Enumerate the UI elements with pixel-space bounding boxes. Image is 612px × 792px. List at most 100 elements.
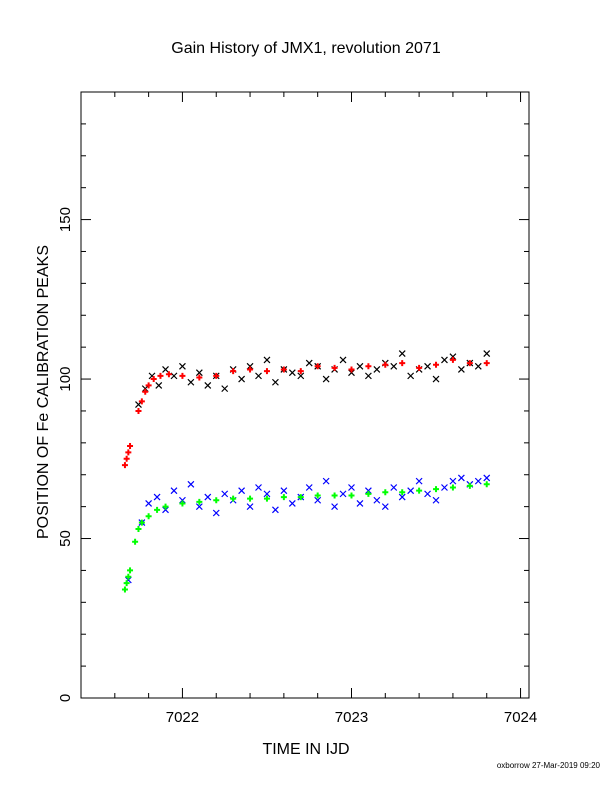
data-point <box>142 388 149 395</box>
data-point <box>415 477 423 485</box>
data-point <box>398 493 406 501</box>
data-point <box>449 477 457 485</box>
data-point <box>127 567 134 574</box>
data-point <box>127 443 134 450</box>
data-point <box>154 506 161 513</box>
data-point <box>138 519 145 526</box>
data-point <box>157 372 164 379</box>
data-point <box>348 369 355 377</box>
data-point <box>449 356 456 363</box>
data-point <box>221 490 229 498</box>
data-point <box>247 366 254 373</box>
data-point <box>162 503 169 510</box>
data-point <box>305 484 313 491</box>
data-series <box>121 350 491 593</box>
data-point <box>356 500 364 507</box>
x-tick-label: 7024 <box>504 709 537 726</box>
data-point <box>331 492 338 499</box>
data-point <box>123 455 130 462</box>
data-point <box>365 490 372 497</box>
data-point <box>390 362 398 370</box>
data-point <box>135 407 142 414</box>
data-point <box>433 361 440 368</box>
x-tick-label: 7023 <box>335 709 368 726</box>
data-point <box>280 366 287 373</box>
y-axis: 0 50 100 150 <box>57 91 529 702</box>
data-point <box>364 372 372 380</box>
y-tick-label: 50 <box>57 530 74 547</box>
data-point <box>280 487 288 495</box>
data-point <box>348 366 355 373</box>
data-point <box>474 477 482 485</box>
data-point <box>441 484 448 491</box>
data-point <box>230 495 237 502</box>
data-point <box>179 372 186 379</box>
data-point <box>162 366 169 373</box>
data-point <box>135 525 142 532</box>
data-point <box>424 362 431 370</box>
data-point <box>196 374 203 381</box>
data-point <box>153 493 161 501</box>
data-point <box>263 356 271 364</box>
data-point <box>416 487 423 494</box>
data-point <box>213 497 220 504</box>
data-point <box>125 449 132 456</box>
data-point <box>483 481 490 488</box>
data-point <box>314 363 321 370</box>
data-point <box>255 372 262 380</box>
data-point <box>170 487 178 495</box>
data-point <box>297 494 304 501</box>
data-point <box>424 490 431 498</box>
data-point <box>441 356 448 364</box>
data-point <box>483 474 491 482</box>
data-point <box>179 500 186 507</box>
data-point <box>195 369 203 377</box>
data-point <box>348 484 355 491</box>
data-point <box>314 492 321 499</box>
data-point <box>179 362 186 370</box>
data-point <box>457 366 465 373</box>
data-point <box>204 493 212 501</box>
series-3 <box>121 481 490 593</box>
data-point <box>263 368 270 375</box>
data-point <box>364 487 372 495</box>
y-axis-label: POSITION OF Fe CALIBRATION PEAKS <box>35 245 52 539</box>
y-tick-label: 0 <box>57 694 74 702</box>
data-point <box>263 495 270 502</box>
data-point <box>297 372 305 380</box>
data-point <box>141 385 149 393</box>
data-point <box>339 356 347 364</box>
data-point <box>382 489 389 496</box>
data-point <box>382 361 389 368</box>
data-point <box>314 496 322 504</box>
data-point <box>246 503 254 511</box>
data-point <box>196 498 203 505</box>
data-point <box>165 371 172 378</box>
data-point <box>138 398 145 405</box>
data-point <box>466 482 473 489</box>
data-point <box>135 401 142 408</box>
data-point <box>483 360 490 367</box>
chart-title: Gain History of JMX1, revolution 2071 <box>171 40 441 57</box>
data-point <box>373 496 381 504</box>
data-point <box>331 364 338 371</box>
series-0 <box>135 350 491 408</box>
data-point <box>322 375 330 383</box>
data-point <box>255 484 262 491</box>
data-point <box>170 372 178 380</box>
data-point <box>483 350 491 357</box>
data-point <box>365 363 372 370</box>
data-point <box>247 495 254 502</box>
data-point <box>449 353 457 361</box>
data-point <box>373 366 381 373</box>
data-point <box>399 360 406 367</box>
data-point <box>195 503 203 511</box>
y-tick-label: 150 <box>57 207 74 232</box>
data-point <box>179 496 186 504</box>
x-axis: 7022 7023 7024 <box>114 92 537 726</box>
data-point <box>390 484 398 491</box>
data-point <box>416 364 423 371</box>
data-point <box>121 462 128 469</box>
data-point <box>150 376 157 383</box>
